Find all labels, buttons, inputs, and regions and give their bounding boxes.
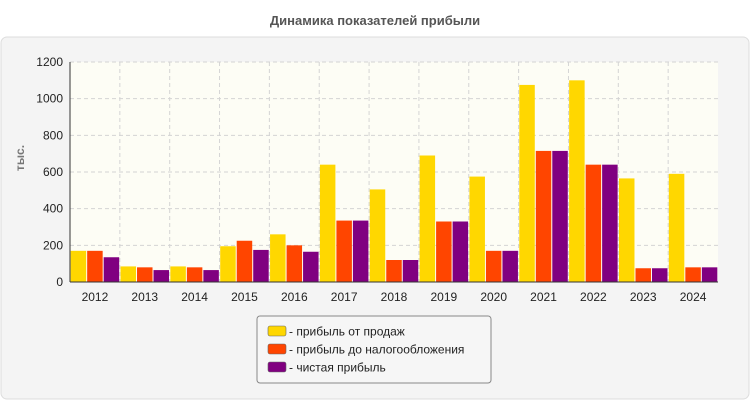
bar-2018-series-2 — [386, 260, 402, 282]
y-tick-label: 0 — [56, 275, 63, 289]
x-tick-label: 2022 — [580, 290, 607, 304]
legend-box — [256, 315, 492, 384]
bar-2023-series-2 — [635, 268, 651, 282]
legend-swatch — [267, 361, 287, 373]
bar-2013-series-3 — [153, 270, 170, 282]
x-tick-label: 2014 — [181, 290, 208, 304]
bar-2021-series-2 — [535, 150, 552, 282]
bar-2014-series-2 — [186, 267, 203, 282]
legend-swatch — [267, 325, 287, 337]
bar-2021-series-1 — [519, 84, 535, 283]
bar-2017-series-3 — [352, 220, 369, 282]
y-tick-label: 1200 — [36, 55, 63, 69]
bar-2023-series-1 — [618, 178, 635, 282]
bar-2022-series-3 — [602, 164, 618, 282]
bar-2012-series-3 — [103, 257, 120, 282]
bar-2013-series-2 — [137, 267, 153, 282]
legend-entry: - чистая прибыль — [289, 361, 386, 375]
x-tick-label: 2015 — [231, 290, 258, 304]
bar-2022-series-2 — [585, 164, 602, 282]
bar-2019-series-1 — [419, 155, 436, 282]
bar-2018-series-1 — [369, 189, 386, 282]
legend: - прибыль от продаж - прибыль до налогооб… — [256, 315, 492, 384]
legend-entry: - прибыль от продаж — [289, 325, 405, 339]
x-tick-label: 2018 — [381, 290, 408, 304]
x-tick-label: 2020 — [480, 290, 507, 304]
x-tick-label: 2013 — [131, 290, 158, 304]
y-axis-label: тыс. — [13, 145, 27, 171]
bar-2012-series-2 — [87, 250, 103, 282]
bar-2020-series-3 — [502, 250, 518, 282]
bar-2017-series-1 — [319, 164, 336, 282]
bar-2017-series-2 — [336, 220, 352, 282]
bar-2016-series-1 — [270, 234, 286, 282]
bar-2015-series-3 — [253, 249, 269, 282]
y-tick-label: 800 — [43, 128, 63, 142]
bar-2019-series-2 — [436, 221, 452, 282]
bar-2013-series-1 — [120, 266, 137, 282]
x-tick-label: 2023 — [630, 290, 657, 304]
bar-2020-series-2 — [485, 250, 502, 282]
chart-title: Динамика показателей прибыли — [270, 13, 480, 28]
y-tick-label: 200 — [43, 238, 63, 252]
bar-2020-series-1 — [469, 176, 485, 282]
x-tick-label: 2017 — [331, 290, 358, 304]
bar-2016-series-3 — [303, 251, 319, 282]
y-tick-label: 1000 — [36, 92, 63, 106]
bar-2015-series-1 — [220, 246, 236, 282]
plot-area: 0 200 400 600 800 1000 1200 2012 2013 2014 2015 201… — [36, 55, 718, 304]
bar-2012-series-1 — [70, 250, 87, 282]
bar-2014-series-3 — [203, 270, 219, 282]
bar-2024-series-2 — [685, 267, 701, 282]
bar-2024-series-3 — [701, 267, 718, 282]
bar-2024-series-1 — [668, 173, 685, 282]
bar-2016-series-2 — [286, 245, 303, 282]
y-tick-label: 600 — [43, 165, 63, 179]
bar-2014-series-1 — [170, 266, 186, 282]
bar-2023-series-3 — [651, 268, 668, 282]
x-tick-label: 2012 — [82, 290, 109, 304]
x-tick-label: 2016 — [281, 290, 308, 304]
x-tick-label: 2024 — [680, 290, 707, 304]
bar-2021-series-3 — [552, 150, 568, 282]
bar-2022-series-1 — [569, 80, 585, 282]
bar-2018-series-3 — [402, 260, 419, 282]
bar-2019-series-3 — [452, 221, 469, 282]
x-tick-label: 2019 — [430, 290, 457, 304]
bar-2015-series-2 — [236, 240, 253, 282]
y-tick-label: 400 — [43, 202, 63, 216]
legend-swatch — [267, 343, 287, 355]
x-tick-label: 2021 — [530, 290, 557, 304]
legend-entry: - прибыль до налогообложения — [289, 343, 464, 357]
